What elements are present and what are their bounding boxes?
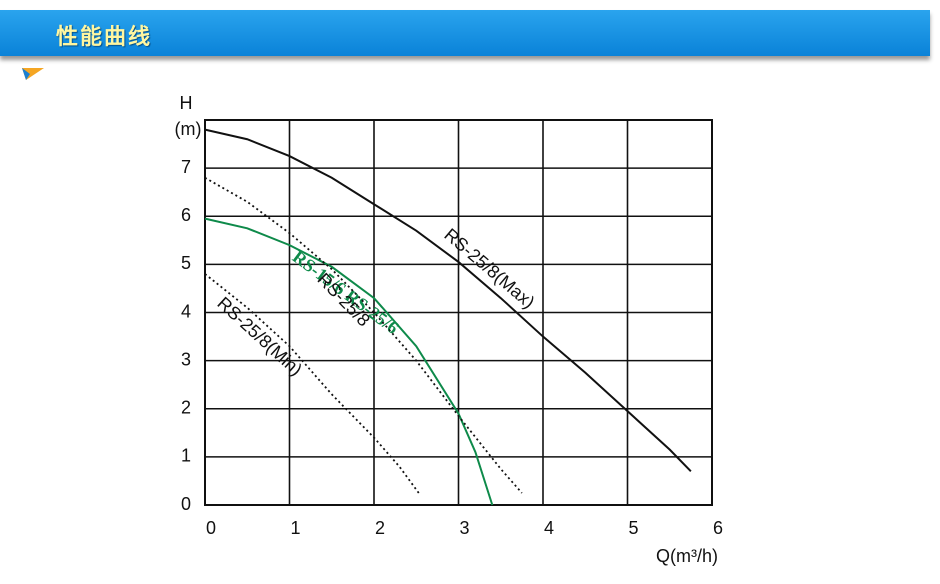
curve (204, 217, 494, 506)
y-tick-label: 0 (181, 494, 191, 514)
y-tick-label: 3 (181, 349, 191, 369)
x-tick-label: 0 (206, 518, 216, 538)
corner-arrow-shade (22, 68, 30, 80)
curve (204, 273, 422, 496)
curve-label: RS-25/8(Min) (213, 293, 306, 380)
x-tick-label: 5 (628, 518, 638, 538)
header-title: 性能曲线 (56, 25, 153, 50)
curve (204, 176, 523, 494)
y-axis-label: (m) (175, 119, 202, 139)
y-tick-label: 4 (181, 301, 191, 321)
y-tick-label: 6 (181, 205, 191, 225)
curve (204, 128, 692, 473)
header-banner: 性能曲线 (0, 10, 930, 56)
y-tick-label: 5 (181, 253, 191, 273)
x-tick-label: 4 (544, 518, 554, 538)
curve-label: RS-25/8(Max) (440, 224, 538, 312)
y-tick-label: 2 (181, 398, 191, 418)
y-tick-label: 7 (181, 157, 191, 177)
x-tick-label: 6 (713, 518, 723, 538)
x-tick-label: 1 (290, 518, 300, 538)
x-tick-label: 3 (459, 518, 469, 538)
x-axis-label: Q(m³/h) (656, 546, 718, 566)
y-axis-label: H (180, 93, 193, 113)
x-tick-label: 2 (375, 518, 385, 538)
y-tick-label: 1 (181, 446, 191, 466)
